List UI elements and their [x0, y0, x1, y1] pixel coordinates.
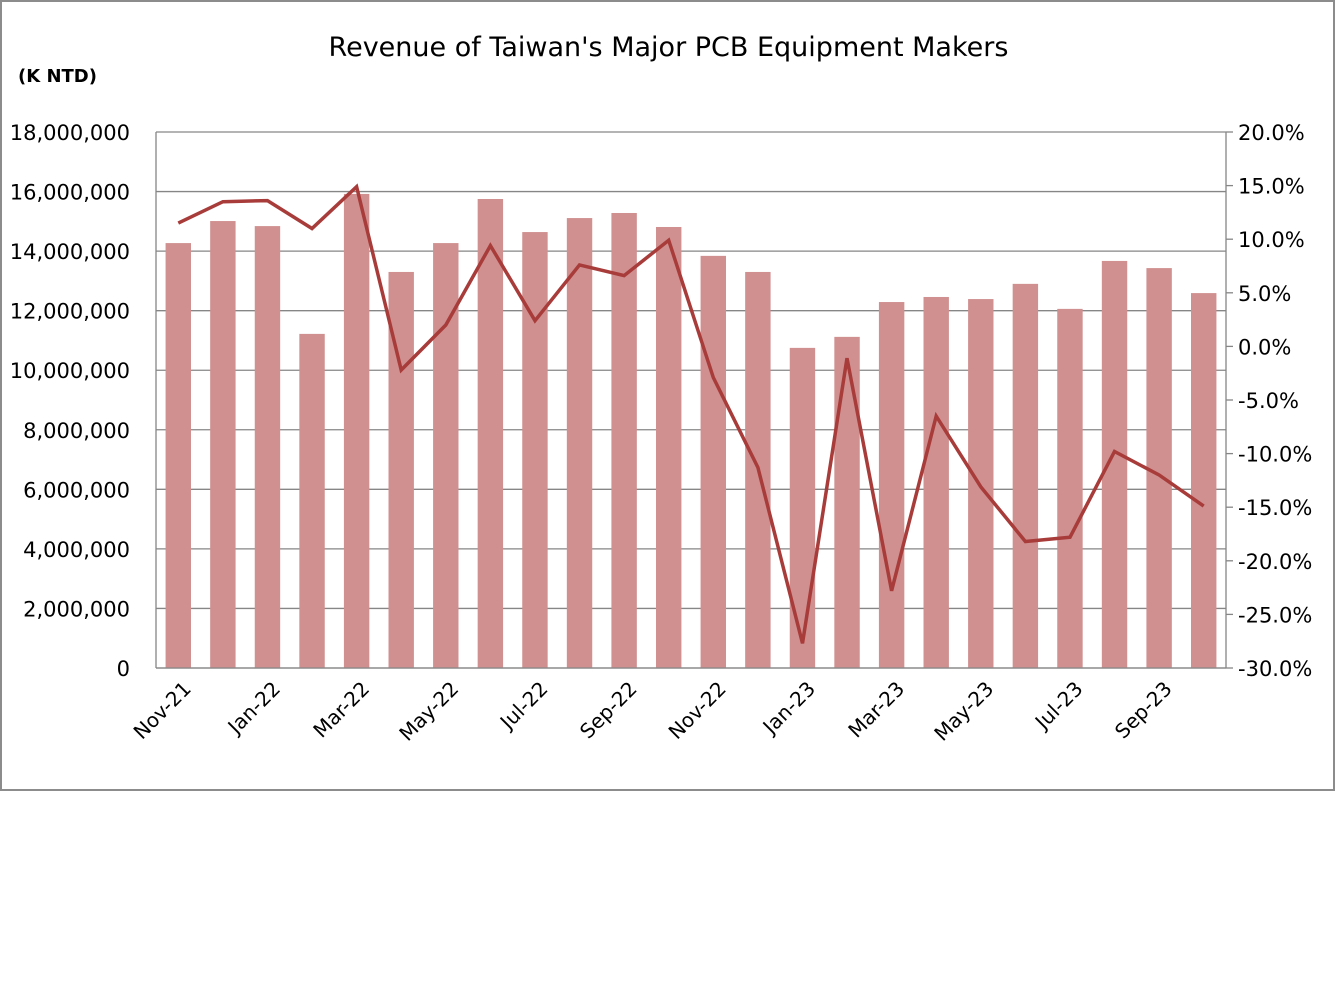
- revenue-bar: [1191, 293, 1217, 668]
- left-tick-label: 10,000,000: [10, 359, 130, 383]
- left-tick-label: 8,000,000: [23, 419, 130, 443]
- left-tick-label: 14,000,000: [10, 240, 130, 264]
- right-tick-label: 20.0%: [1238, 121, 1305, 145]
- axes: [155, 131, 1233, 669]
- x-tick-label: Jan-23: [757, 677, 820, 740]
- left-tick-label: 4,000,000: [23, 538, 130, 562]
- revenue-bar: [700, 255, 726, 668]
- y-axis-unit-label: (K NTD): [18, 66, 97, 87]
- x-tick-label: Jan-22: [222, 677, 285, 740]
- right-tick-label: 15.0%: [1238, 175, 1305, 199]
- growth-polyline: [177, 183, 1205, 644]
- revenue-bar: [656, 226, 682, 669]
- x-tick-label: May-22: [394, 677, 463, 746]
- revenue-bar: [878, 302, 905, 668]
- revenue-bar: [1101, 260, 1128, 668]
- revenue-bar: [343, 193, 370, 668]
- revenue-bar: [254, 226, 281, 668]
- right-tick-label: -30.0%: [1238, 657, 1312, 681]
- revenue-bar: [611, 212, 637, 669]
- left-tick-label: 16,000,000: [10, 181, 130, 205]
- x-tick-label: Jul-22: [494, 677, 553, 736]
- revenue-bar: [834, 336, 860, 668]
- right-tick-label: -25.0%: [1238, 603, 1312, 627]
- right-tick-label: -10.0%: [1238, 443, 1312, 467]
- right-tick-label: 10.0%: [1238, 228, 1305, 252]
- left-tick-label: 18,000,000: [10, 121, 130, 145]
- revenue-bar: [477, 199, 504, 668]
- x-tick-label: Jul-23: [1029, 677, 1088, 736]
- right-tick-label: 0.0%: [1238, 335, 1291, 359]
- chart-title: Revenue of Taiwan's Major PCB Equipment …: [328, 32, 1009, 63]
- left-tick-label: 12,000,000: [10, 300, 130, 324]
- x-tick-label: Nov-22: [664, 677, 731, 744]
- revenue-bar: [1146, 268, 1172, 668]
- revenue-bar: [1012, 283, 1039, 668]
- x-tick-label: Mar-23: [843, 677, 909, 743]
- revenue-bar: [789, 347, 816, 668]
- right-axis-ticks: -30.0% -25.0% -20.0% -15.0% -10.0% -5.0% 0.0% 5…: [1238, 121, 1312, 681]
- left-tick-label: 0: [117, 657, 130, 681]
- revenue-bar: [299, 333, 325, 668]
- left-tick-label: 2,000,000: [23, 597, 130, 621]
- revenue-bars: [165, 193, 1217, 669]
- x-axis-ticks: Nov-21 Jan-22 Mar-22 May-22 Jul-22 Sep-22 Nov-…: [129, 677, 1177, 746]
- revenue-bar: [522, 232, 548, 668]
- gridlines: [156, 131, 1226, 669]
- x-tick-label: May-23: [929, 677, 998, 746]
- growth-line: [177, 183, 1205, 644]
- right-tick-label: -5.0%: [1238, 389, 1299, 413]
- x-tick-label: Nov-21: [129, 677, 196, 744]
- right-tick-label: 5.0%: [1238, 282, 1291, 306]
- right-tick-label: -20.0%: [1238, 550, 1312, 574]
- revenue-bar: [923, 296, 949, 668]
- left-axis-ticks: 0 2,000,000 4,000,000 6,000,000 8,000,000 10,…: [10, 121, 130, 681]
- right-tick-label: -15.0%: [1238, 496, 1312, 520]
- x-tick-label: Mar-22: [308, 677, 374, 743]
- x-tick-label: Sep-22: [575, 677, 642, 744]
- revenue-bar: [165, 243, 191, 668]
- revenue-bar: [433, 243, 459, 668]
- revenue-bar: [1057, 308, 1083, 668]
- x-tick-label: Sep-23: [1110, 677, 1177, 744]
- revenue-bar: [210, 221, 236, 668]
- left-tick-label: 6,000,000: [23, 478, 130, 502]
- revenue-bar: [566, 218, 593, 668]
